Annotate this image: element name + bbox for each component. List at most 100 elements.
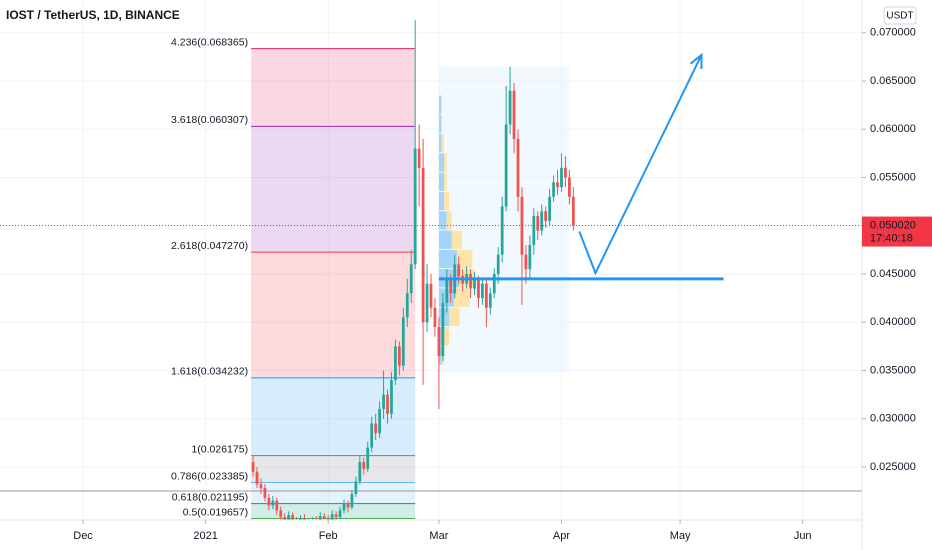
candle-body <box>299 518 302 520</box>
profile-up <box>438 230 452 249</box>
x-tick-label: Mar <box>429 530 448 542</box>
candle-body <box>287 515 291 520</box>
profile-down <box>444 153 447 172</box>
currency-label[interactable]: USDT <box>886 11 913 22</box>
candle-body <box>477 278 480 299</box>
x-tick-label: Feb <box>319 530 338 542</box>
fib-zone <box>251 126 416 253</box>
candle-body <box>504 124 508 207</box>
candle-body <box>496 254 500 274</box>
candle-body <box>275 500 279 511</box>
profile-up <box>438 114 442 134</box>
candle-body <box>405 293 409 318</box>
fib-label: 0.786(0.023385) <box>171 470 248 482</box>
chart-title: IOST / TetherUS, 1D, BINANCE <box>6 8 180 22</box>
candle-body <box>338 510 342 518</box>
candle-body <box>350 493 354 508</box>
profile-box <box>438 66 570 373</box>
candle-body <box>540 211 544 231</box>
x-tick-label: Apr <box>553 530 570 542</box>
candle-body <box>508 90 512 125</box>
candle-body <box>271 500 275 506</box>
candle-body <box>397 346 401 366</box>
candle-body <box>291 515 294 520</box>
fib-zone <box>251 482 416 504</box>
candle-body <box>568 177 571 197</box>
candle-body <box>255 471 259 485</box>
profile-down <box>446 211 452 230</box>
profile-up <box>438 134 442 153</box>
candle-body <box>484 283 488 308</box>
candle-body <box>445 278 449 303</box>
x-tick-label: May <box>670 530 691 542</box>
candle-body <box>441 302 445 356</box>
candle-body <box>366 447 370 469</box>
candle-body <box>303 518 306 520</box>
candle-body <box>532 216 536 246</box>
candle-body <box>354 481 358 494</box>
profile-up <box>438 191 445 211</box>
y-tick-label: 0.040000 <box>870 316 916 328</box>
profile-down <box>444 191 450 211</box>
candle-body <box>469 273 472 289</box>
candle-body <box>409 264 413 294</box>
candle-body <box>524 254 528 270</box>
candle-body <box>334 514 338 518</box>
arrow-head <box>689 52 703 69</box>
candle-body <box>437 327 441 356</box>
candle-body <box>394 346 397 381</box>
candle-body <box>390 380 393 414</box>
currency-button[interactable] <box>883 6 917 25</box>
y-tick-label: 0.025000 <box>870 461 916 473</box>
profile-down <box>449 307 460 327</box>
candle-body <box>473 278 476 289</box>
candle-body <box>382 394 385 410</box>
axes: 0.025000 0.030000 0.035000 0.040000 0.045000… <box>73 27 932 542</box>
y-tick-label: 0.030000 <box>870 413 916 425</box>
candle-body <box>322 516 326 520</box>
profile-down <box>451 230 463 249</box>
candle-body <box>251 462 255 472</box>
candle-body <box>512 90 516 139</box>
candle-body <box>346 503 350 508</box>
grid <box>0 0 862 520</box>
fib-zone <box>251 252 416 378</box>
candle-body <box>492 273 496 294</box>
fib-label: 1.618(0.034232) <box>171 366 248 378</box>
candle-body <box>283 517 287 520</box>
profile-down <box>454 288 470 307</box>
candle-body <box>421 167 425 323</box>
y-tick-label: 0.035000 <box>870 364 916 376</box>
y-tick-label: 0.070000 <box>870 27 916 39</box>
fib-label: 1(0.026175) <box>191 443 248 455</box>
candle-body <box>528 245 532 270</box>
candle-body <box>417 148 421 168</box>
candle-body <box>564 167 567 178</box>
fib-label: 4.236(0.068365) <box>171 36 248 48</box>
candle-body <box>548 196 552 221</box>
profile-down <box>441 134 445 153</box>
candle-body <box>279 510 283 518</box>
candle-body <box>457 264 461 276</box>
y-tick-label: 0.045000 <box>870 268 916 280</box>
fib-label: 3.618(0.060307) <box>171 114 248 126</box>
profile-up <box>438 249 457 269</box>
candle-body <box>263 488 267 498</box>
candle-body <box>370 423 374 448</box>
candle-body <box>413 148 417 265</box>
candle-body <box>318 516 322 520</box>
candle-body <box>358 462 362 482</box>
candle-body <box>571 196 575 226</box>
y-tick-label: 0.060000 <box>870 123 916 135</box>
candle-body <box>267 497 271 506</box>
candle-body <box>560 167 563 188</box>
candle-body <box>330 514 334 520</box>
profile-down <box>456 249 473 269</box>
x-tick-label: Dec <box>73 530 93 542</box>
candle-body <box>386 394 389 414</box>
profile-up <box>438 211 447 230</box>
fib-zone <box>251 455 416 483</box>
candle-body <box>536 216 540 231</box>
candle-body <box>449 278 453 294</box>
arrow <box>578 54 703 276</box>
